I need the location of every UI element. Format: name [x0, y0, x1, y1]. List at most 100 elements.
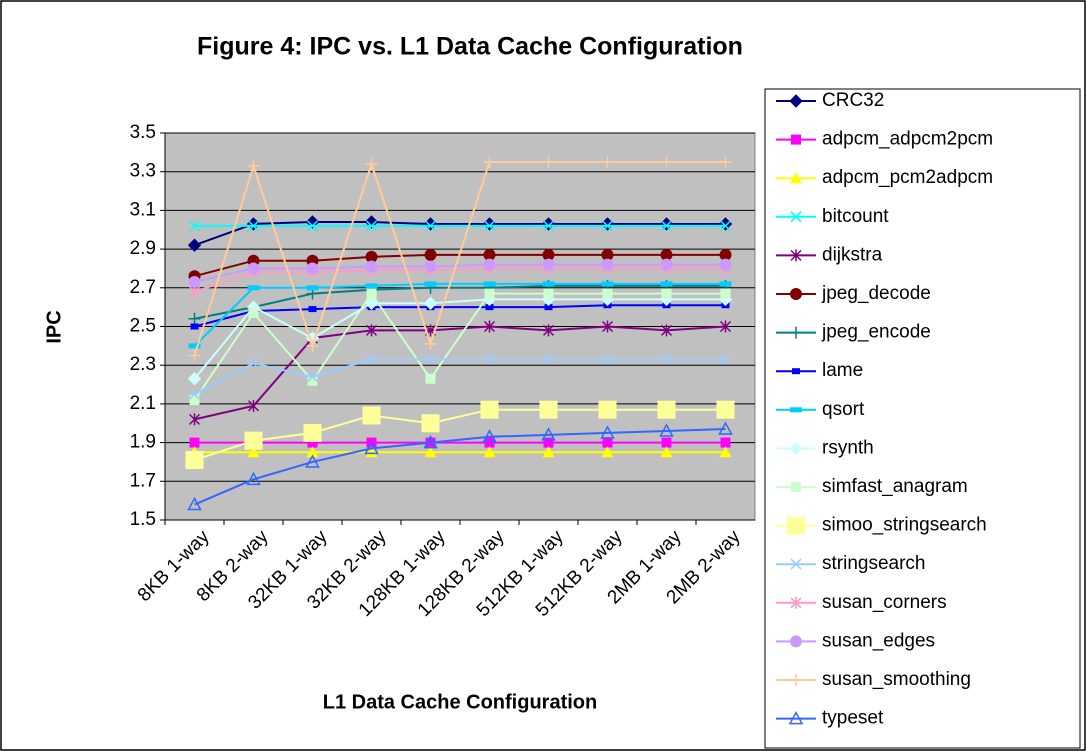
legend-label: dijkstra — [822, 244, 883, 265]
data-point — [598, 400, 617, 419]
data-point — [660, 281, 673, 287]
legend-marker — [791, 134, 801, 145]
data-point — [483, 156, 496, 169]
data-point — [602, 288, 613, 299]
y-tick-label: 2.7 — [130, 277, 156, 298]
data-point — [188, 275, 201, 288]
data-point — [424, 281, 437, 287]
y-tick-label: 1.9 — [130, 432, 156, 453]
data-point — [188, 349, 201, 362]
data-point — [601, 353, 614, 365]
data-point — [719, 248, 732, 261]
legend-label: typeset — [822, 708, 884, 729]
legend-marker — [790, 407, 802, 413]
y-axis-label: IPC — [43, 310, 65, 343]
chart-title: Figure 4: IPC vs. L1 Data Cache Configur… — [197, 33, 743, 61]
legend-label: simfast_anagram — [822, 476, 968, 497]
data-point — [365, 250, 378, 263]
data-point — [483, 220, 496, 232]
data-point — [601, 258, 614, 271]
legend-marker — [790, 674, 802, 686]
data-point — [542, 281, 555, 287]
series-line — [194, 428, 726, 506]
data-point — [542, 156, 555, 169]
data-point — [660, 156, 673, 169]
legend-marker — [790, 558, 802, 570]
data-point — [716, 400, 735, 419]
data-point — [485, 304, 494, 311]
data-point — [365, 220, 378, 232]
data-point — [247, 159, 260, 172]
y-tick-label: 1.5 — [130, 509, 156, 530]
data-point — [365, 324, 378, 337]
data-point — [365, 446, 378, 458]
data-point — [188, 220, 201, 232]
data-point — [247, 446, 260, 458]
data-point — [601, 156, 614, 169]
data-point — [189, 395, 200, 406]
data-point — [602, 437, 613, 448]
data-point — [424, 220, 437, 232]
y-tick-label: 1.7 — [130, 470, 156, 491]
legend-label: lame — [822, 360, 863, 381]
legend-label: jpeg_decode — [821, 283, 931, 304]
data-point — [306, 446, 319, 458]
legend-marker — [787, 516, 805, 535]
data-point — [657, 400, 676, 419]
legend-label: qsort — [822, 399, 865, 420]
series-line — [194, 408, 726, 461]
data-point — [424, 353, 437, 365]
data-point — [483, 446, 496, 458]
data-point — [247, 220, 260, 232]
legend-label: susan_edges — [822, 630, 935, 651]
data-point — [424, 260, 437, 273]
data-point — [365, 283, 378, 289]
data-point — [306, 220, 319, 232]
data-point — [247, 285, 260, 291]
data-point — [541, 427, 556, 441]
legend-marker — [790, 596, 802, 609]
y-tick-label: 3.5 — [130, 122, 156, 143]
data-point — [484, 437, 495, 448]
data-point — [660, 353, 673, 365]
legend-marker — [790, 211, 802, 223]
data-point — [248, 307, 259, 318]
data-point — [661, 437, 672, 448]
series-line — [193, 298, 726, 380]
data-point — [544, 304, 553, 311]
data-point — [307, 375, 318, 386]
series-line — [194, 267, 726, 293]
data-point — [543, 288, 554, 299]
legend-marker — [789, 94, 803, 108]
data-point — [542, 220, 555, 232]
data-point — [601, 320, 614, 333]
series-line — [194, 304, 726, 328]
data-point — [601, 281, 614, 287]
data-point — [542, 353, 555, 365]
data-point — [306, 262, 319, 275]
series-line — [193, 291, 726, 401]
data-point — [244, 431, 263, 450]
data-point — [308, 306, 317, 313]
data-point — [187, 496, 202, 511]
data-point — [189, 437, 200, 448]
data-point — [659, 423, 674, 437]
legend-marker — [790, 635, 802, 648]
data-point — [660, 220, 673, 232]
data-point — [483, 320, 496, 333]
series-line — [194, 358, 726, 396]
data-point — [542, 248, 555, 261]
data-point — [483, 281, 496, 287]
legend-label: stringsearch — [822, 553, 926, 574]
legend-label: susan_corners — [822, 592, 947, 613]
data-point — [188, 388, 201, 400]
data-point — [600, 425, 615, 439]
data-point — [185, 451, 204, 470]
data-point — [366, 288, 377, 299]
data-point — [482, 429, 497, 443]
series-line — [194, 325, 726, 421]
data-point — [543, 437, 554, 448]
series-line — [193, 160, 726, 356]
legend-label: adpcm_adpcm2pcm — [822, 129, 993, 150]
legend-marker — [791, 482, 801, 492]
